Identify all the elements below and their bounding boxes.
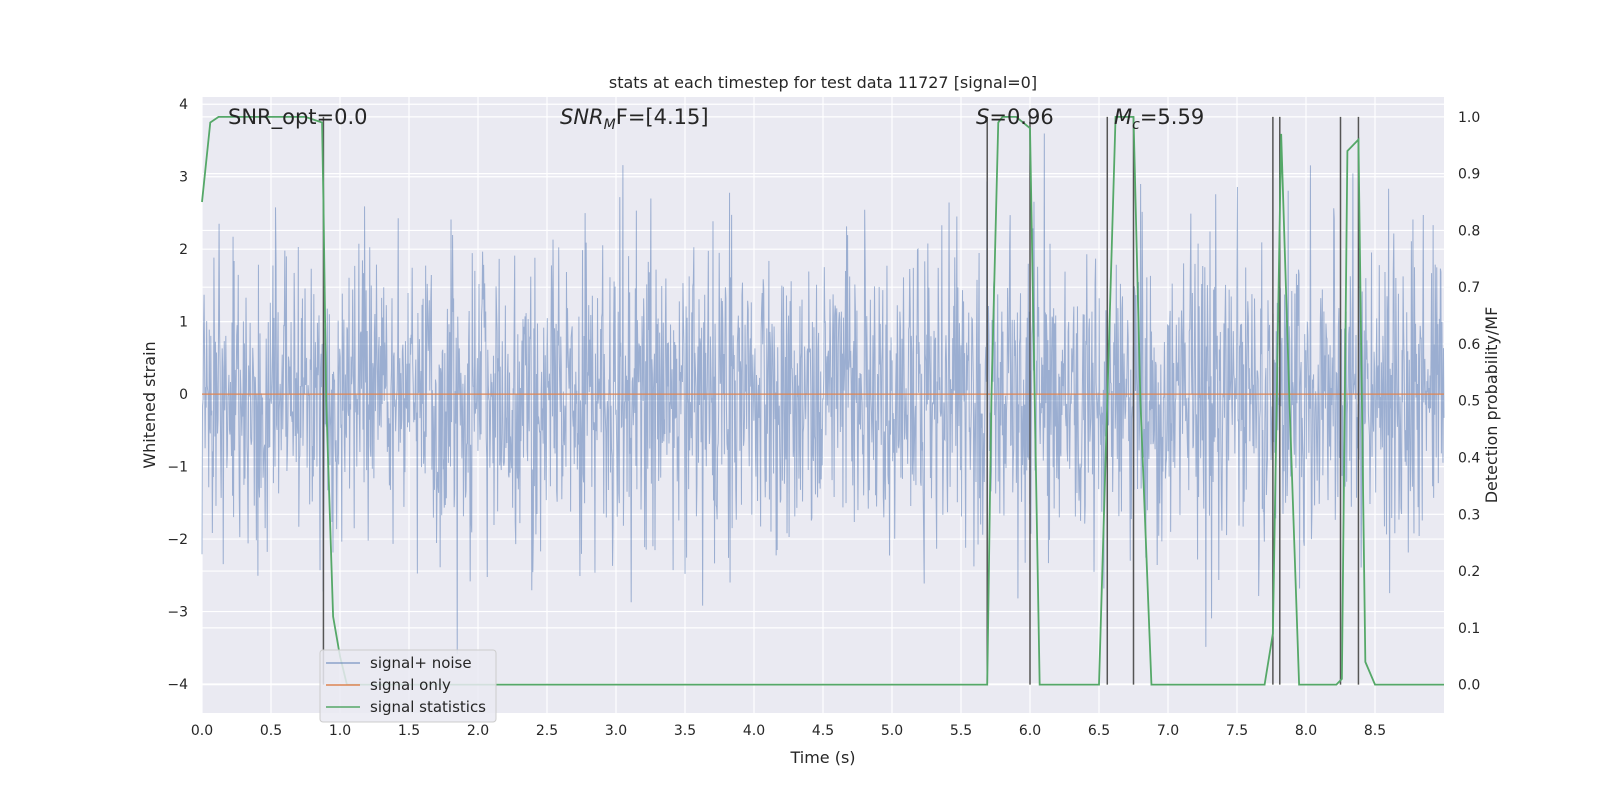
y2-tick-label-3: 0.7 [1458,280,1480,296]
y2-tick-label-5: 0.5 [1458,394,1480,410]
y-tick-label-2: 2 [179,242,188,258]
legend-box [319,649,497,723]
x-tick-label-0: 0.0 [191,723,213,739]
x-tick-label-2: 1.0 [329,723,351,739]
y2-tick-label-7: 0.3 [1458,507,1480,523]
mc-annotation: Mc=5.59 [1114,105,1204,133]
y-axis-label: Whitened strain [140,341,159,468]
x-tick-label-8: 4.0 [743,723,765,739]
snr-mf-main: SNR [560,105,604,129]
y-tick-label-1: 3 [179,170,188,186]
s-value: =0.96 [989,105,1053,129]
y-tick-label-5: −1 [167,460,188,476]
y2-axis-label: Detection probability/MF [1482,307,1501,504]
x-tick-labels: 0.0 0.5 1.0 1.5 2.0 2.5 3.0 3.5 4.0 4.5 5.0 5.5 6.0 6… [191,723,1386,739]
snr-mf-annotation: SNRMF=[4.15] [560,105,709,133]
y2-tick-label-9: 0.1 [1458,621,1480,637]
legend-label-signal-only: signal only [370,676,451,694]
mc-main: M [1114,105,1132,129]
x-tick-label-1: 0.5 [260,723,282,739]
noise-line [201,133,1445,654]
y2-tick-label-2: 0.8 [1458,223,1480,239]
snr-opt-annotation: SNR_opt=0.0 [228,105,368,130]
x-tick-label-7: 3.5 [674,723,696,739]
legend: signal+ noise signal only signal statist… [319,649,497,723]
x-tick-label-13: 6.5 [1088,723,1110,739]
chart-title: stats at each timestep for test data 117… [609,73,1037,92]
x-tick-label-15: 7.5 [1226,723,1248,739]
y-tick-label-8: −4 [167,677,188,693]
x-tick-label-17: 8.5 [1364,723,1386,739]
snr-mf-value: F=[4.15] [616,105,709,129]
x-tick-label-14: 7.0 [1157,723,1179,739]
y2-tick-label-4: 0.6 [1458,337,1480,353]
x-tick-label-4: 2.0 [467,723,489,739]
y2-tick-label-10: 0.0 [1458,678,1480,694]
x-tick-label-6: 3.0 [605,723,627,739]
x-tick-label-12: 6.0 [1019,723,1041,739]
legend-label-statistics: signal statistics [370,698,486,716]
x-tick-label-10: 5.0 [881,723,903,739]
signal-statistics-line [201,115,1444,686]
y-tick-label-6: −2 [167,532,188,548]
y-tick-label-0: 4 [179,97,188,113]
y2-tick-labels: 1.0 0.9 0.8 0.7 0.6 0.5 0.4 0.3 0.2 0.1 0.0 [1458,110,1480,694]
y2-tick-label-6: 0.4 [1458,451,1480,467]
y2-tick-label-1: 0.9 [1458,167,1480,183]
x-tick-label-11: 5.5 [950,723,972,739]
x-tick-label-16: 8.0 [1295,723,1317,739]
signal-plus-noise-series [201,133,1445,654]
y-tick-labels: 4 3 2 1 0 −1 −2 −3 −4 [167,97,188,693]
x-tick-label-9: 4.5 [812,723,834,739]
signal-statistics-series [201,115,1444,686]
y-tick-label-4: 0 [179,387,188,403]
x-axis-label: Time (s) [789,748,855,767]
x-tick-label-3: 1.5 [398,723,420,739]
mc-subscript: c [1132,117,1140,133]
s-main: S [976,105,989,129]
snr-mf-subscript: M [604,117,616,133]
legend-label-noise: signal+ noise [370,654,472,672]
s-annotation: S=0.96 [976,105,1054,129]
y-tick-label-3: 1 [179,315,188,331]
y2-tick-label-8: 0.2 [1458,564,1480,580]
mc-value: =5.59 [1140,105,1204,129]
x-tick-label-5: 2.5 [536,723,558,739]
y2-tick-label-0: 1.0 [1458,110,1480,126]
y-tick-label-7: −3 [167,605,188,621]
